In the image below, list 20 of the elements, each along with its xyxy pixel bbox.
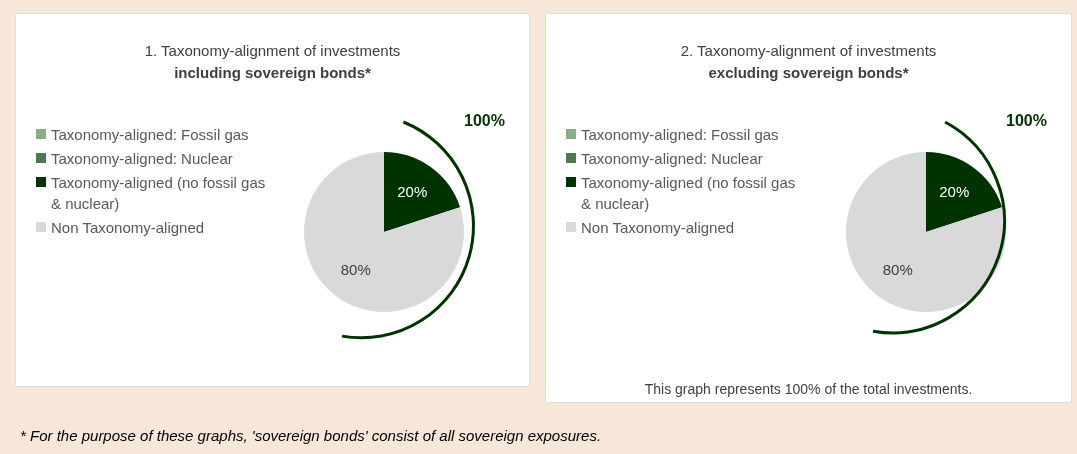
data-label: 80%: [882, 260, 913, 278]
text: 100%: [1006, 112, 1047, 130]
legend-label: Taxonomy-aligned: Fossil gas: [581, 125, 779, 145]
chart-subtitle: including sovereign bonds*: [173, 64, 372, 81]
chart-subtitle: excluding sovereign bonds*: [707, 64, 910, 81]
chart-title: 2. Taxonomy-alignment of investments: [679, 42, 938, 59]
legend-label: Non Taxonomy-aligned: [51, 218, 205, 238]
chart-title: 1. Taxonomy-alignment of investments: [143, 42, 402, 59]
text: * For the purpose of these graphs, 'sovereign bonds' consist of all sovereign exposures.: [20, 427, 602, 444]
legend-label: Taxonomy-aligned (no fossil gas & nuclear): [581, 173, 796, 214]
text: 100%: [464, 112, 505, 130]
legend-label: Taxonomy-aligned (no fossil gas & nuclear): [51, 173, 266, 214]
data-label: 20%: [397, 183, 428, 201]
data-label: 80%: [340, 260, 371, 278]
legend-label: Taxonomy-aligned: Nuclear: [581, 149, 763, 169]
data-label: 20%: [939, 183, 970, 201]
text: This graph represents 100% of the total investments.: [643, 381, 974, 397]
legend-label: Taxonomy-aligned: Fossil gas: [51, 125, 249, 145]
legend-label: Non Taxonomy-aligned: [581, 218, 735, 238]
legend-label: Taxonomy-aligned: Nuclear: [51, 149, 233, 169]
